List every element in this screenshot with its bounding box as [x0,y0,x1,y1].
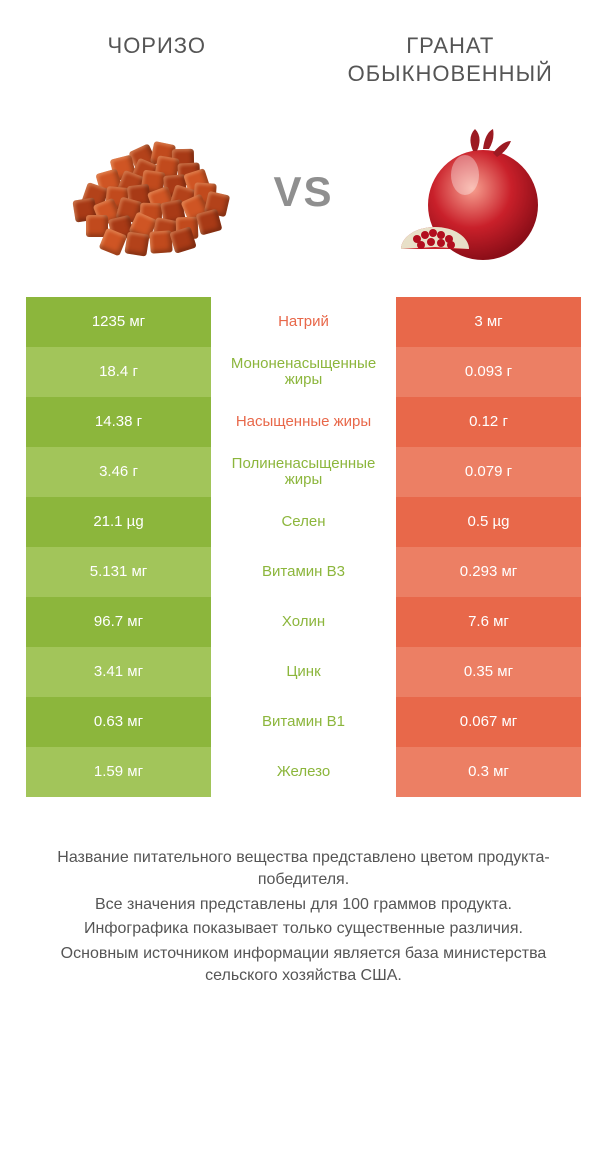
left-product-title: ЧОРИЗО [10,32,304,87]
nutrient-name: Витамин B1 [211,697,396,747]
pomegranate-image [365,117,555,267]
left-value: 1235 мг [26,297,211,347]
footer-line-2: Все значения представлены для 100 граммо… [26,894,581,916]
left-value: 96.7 мг [26,597,211,647]
right-value: 7.6 мг [396,597,581,647]
nutrient-name: Селен [211,497,396,547]
table-row: 3.46 гПолиненасыщенные жиры0.079 г [26,447,581,497]
left-value: 21.1 µg [26,497,211,547]
table-row: 18.4 гМононенасыщенные жиры0.093 г [26,347,581,397]
nutrient-name: Холин [211,597,396,647]
left-value: 3.46 г [26,447,211,497]
table-row: 96.7 мгХолин7.6 мг [26,597,581,647]
table-row: 21.1 µgСелен0.5 µg [26,497,581,547]
left-value: 1.59 мг [26,747,211,797]
nutrient-name: Железо [211,747,396,797]
left-value: 18.4 г [26,347,211,397]
right-value: 0.3 мг [396,747,581,797]
right-value: 0.5 µg [396,497,581,547]
left-value: 14.38 г [26,397,211,447]
nutrient-name: Мононенасыщенные жиры [211,347,396,397]
chorizo-image [52,117,242,267]
right-value: 0.093 г [396,347,581,397]
table-row: 5.131 мгВитамин B30.293 мг [26,547,581,597]
right-product-title: ГРАНАТ ОБЫКНОВЕННЫЙ [304,32,598,87]
images-row: VS [0,97,607,297]
right-value: 0.12 г [396,397,581,447]
header-row: ЧОРИЗО ГРАНАТ ОБЫКНОВЕННЫЙ [0,0,607,97]
footer-notes: Название питательного вещества представл… [26,847,581,987]
table-row: 1.59 мгЖелезо0.3 мг [26,747,581,797]
left-value: 5.131 мг [26,547,211,597]
table-row: 0.63 мгВитамин B10.067 мг [26,697,581,747]
left-value: 0.63 мг [26,697,211,747]
comparison-table: 1235 мгНатрий3 мг18.4 гМононенасыщенные … [26,297,581,797]
right-value: 0.067 мг [396,697,581,747]
nutrient-name: Натрий [211,297,396,347]
nutrient-name: Насыщенные жиры [211,397,396,447]
right-value: 0.079 г [396,447,581,497]
vs-label: VS [273,168,333,216]
table-row: 3.41 мгЦинк0.35 мг [26,647,581,697]
left-value: 3.41 мг [26,647,211,697]
footer-line-1: Название питательного вещества представл… [26,847,581,892]
right-value: 0.35 мг [396,647,581,697]
table-row: 14.38 гНасыщенные жиры0.12 г [26,397,581,447]
nutrient-name: Цинк [211,647,396,697]
footer-line-4: Основным источником информации является … [26,943,581,988]
right-value: 0.293 мг [396,547,581,597]
table-row: 1235 мгНатрий3 мг [26,297,581,347]
nutrient-name: Полиненасыщенные жиры [211,447,396,497]
footer-line-3: Инфографика показывает только существенн… [26,918,581,940]
right-value: 3 мг [396,297,581,347]
nutrient-name: Витамин B3 [211,547,396,597]
